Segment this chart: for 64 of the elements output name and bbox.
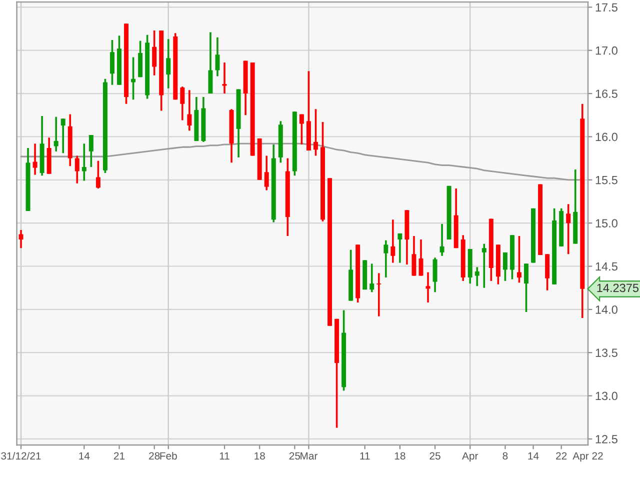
candlestick [208,31,213,94]
y-tick-label: 14.5 [596,262,618,271]
candlestick [180,86,185,122]
y-tick-label: 17.5 [596,3,618,12]
candlestick [54,116,58,152]
candlestick [432,256,438,294]
candlestick [566,203,571,256]
y-tick-label: 12.5 [596,434,618,444]
text: Apr 22 [572,452,603,462]
candlestick [502,252,508,282]
y-tick-label: 15.0 [596,219,618,228]
candlestick [299,113,304,146]
candlestick [384,239,388,278]
candlestick [474,266,480,288]
x-tick-label: 25 [289,452,300,460]
candlestick [88,134,94,168]
x-tick-label: 14 [79,452,90,460]
candlestick [187,89,192,132]
y-tick-label: 16.5 [596,90,618,98]
candlestick [390,218,396,264]
x-tick-label: 28 [149,452,160,460]
x-tick-label: Feb [160,452,177,460]
candlestick [131,56,136,100]
candlestick [60,118,66,154]
x-tick-label: 18 [254,452,265,460]
x-tick-label: 11 [220,452,230,460]
candlestick [264,154,269,192]
candlestick [74,154,80,184]
candlestick [110,39,114,86]
candlestick [166,38,171,90]
x-tick-label: 21 [114,452,125,460]
x-tick-label: 11 [360,452,370,460]
candlestick [152,30,157,76]
x-tick-label: 31/12/21 [1,452,41,460]
y-tick-label: 13.5 [596,348,618,357]
y-tick-label: 17.0 [596,46,618,55]
candlestick [313,108,318,157]
candlestick [82,142,86,182]
x-tick-label: 25 [430,452,440,460]
candlestick [222,62,227,94]
x-tick-label: 8 [502,452,508,460]
x-tick-label: 18 [394,452,406,460]
text: 14.2375 [597,284,639,292]
candlestick [398,232,402,264]
x-tick-label: Mar [300,452,318,460]
y-tick-label: 14.0 [596,305,618,314]
candlestick [426,271,430,304]
candlestick [524,262,528,313]
x-tick-label: Apr [462,452,478,462]
candlestick [215,36,220,78]
candlestick [482,242,486,289]
y-tick-label: 15.5 [596,176,618,184]
candlestick [440,223,444,257]
y-tick-label: 16.0 [596,132,618,142]
y-tick-label: 13.0 [596,392,618,400]
x-tick-label: 14 [528,452,539,460]
x-tick-label: 22 [556,452,567,460]
candlestick [376,272,382,318]
candlestick [32,142,38,176]
candlestick [412,235,416,277]
candlestick [516,235,522,284]
candlestick [418,238,424,277]
candlestick [370,262,374,294]
candlestick [96,160,100,190]
